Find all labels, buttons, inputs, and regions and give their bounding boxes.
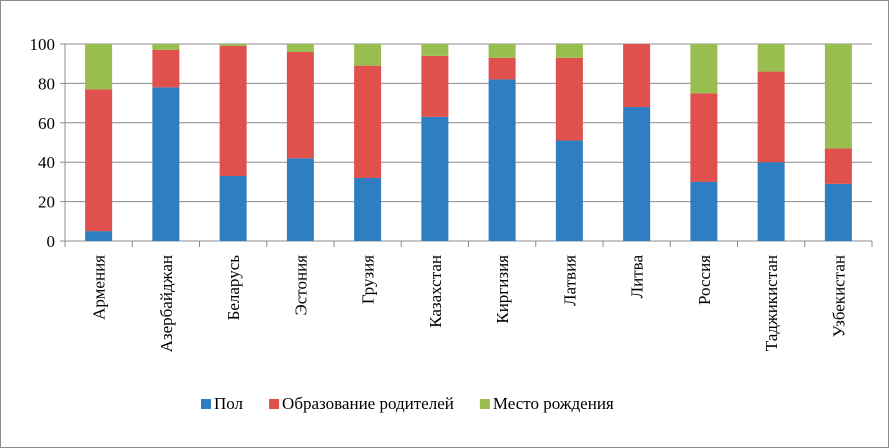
legend-swatch [269,399,280,409]
x-category-label: Россия [695,255,714,305]
gridlines [65,43,872,203]
bar-segment [757,71,785,163]
x-category-label: Грузия [359,255,378,304]
bar-segment [219,44,247,46]
bar-segment [286,51,314,159]
bar-segment [85,89,113,232]
bar-segment [286,44,314,52]
legend-swatch [479,399,490,409]
x-category-label: Латвия [560,255,579,306]
y-tick-label: 20 [38,193,55,212]
bar-segment [824,148,852,184]
y-tick-label: 0 [47,232,56,251]
bar-segment [824,44,852,149]
bar-segment [152,49,180,88]
bar-segment [421,44,449,56]
legend-swatch [201,399,211,409]
bar-segment [421,116,449,241]
bar-segment [488,79,516,242]
legend-label: Пол [214,394,244,413]
bar-segment [85,231,113,241]
bar-segment [690,93,718,182]
y-tick-label: 100 [30,35,56,54]
y-axis-tick-labels: 0 20 40 60 80 100 [30,35,56,251]
x-category-label: Казахстан [426,255,445,328]
bar-segment [555,57,583,141]
bar-segment [421,55,449,117]
bar-segment [690,181,718,241]
bar-segment [219,45,247,176]
bar-segment [555,140,583,241]
x-category-label: Таджикистан [762,255,781,351]
x-category-label: Эстония [291,255,310,316]
legend-label: Образование родителей [282,394,454,413]
bar-segment [286,158,314,241]
bar-segment [152,44,180,50]
x-category-label: Узбекистан [829,255,848,337]
legend-label: Место рождения [493,394,614,413]
bar-segment [488,57,516,80]
bar-segment [219,175,247,241]
x-category-label: Азербайджан [157,255,176,352]
bar-segment [757,44,785,72]
bar-segment [354,65,382,178]
bar-segment [354,44,382,66]
bar-segment [354,177,382,241]
bar-segment [488,44,516,58]
y-tick-label: 60 [38,114,55,133]
axes [60,43,873,247]
x-category-label: Литва [628,255,647,299]
bar-segment [824,183,852,241]
bar-segment [623,44,651,108]
x-category-label: Армения [90,255,109,320]
bar-segment [690,44,718,94]
y-tick-label: 40 [38,153,55,172]
x-category-label: Беларусь [224,255,243,321]
bar-segment [623,107,651,241]
x-category-label: Киргизия [493,255,512,324]
bar-segment [152,87,180,241]
bar-segment [85,44,113,90]
bar-segment [757,162,785,241]
bar-segment [555,44,583,58]
y-tick-label: 80 [38,74,55,93]
bars [85,44,852,242]
x-axis-category-labels: Армения Азербайджан Беларусь Эстония Грузия К… [90,255,849,353]
legend: Пол Образование родителей Место рождения [201,394,614,413]
